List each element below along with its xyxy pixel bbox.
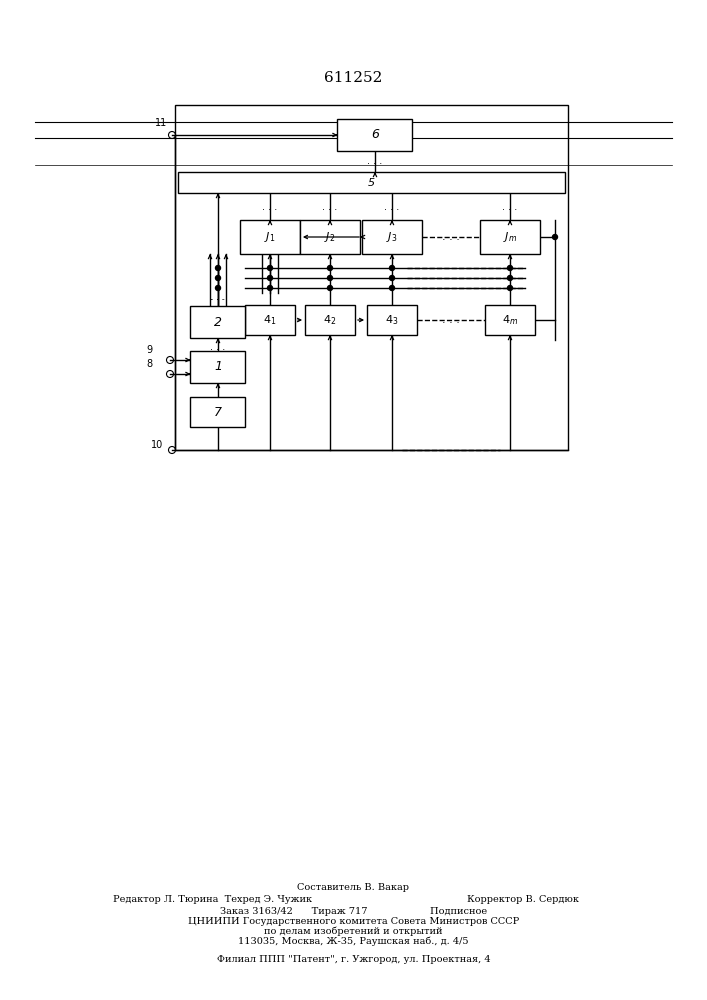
Circle shape	[327, 265, 332, 270]
Text: $\mathit{J}_m$: $\mathit{J}_m$	[503, 230, 517, 244]
Text: Редактор Л. Тюрина  Техред Э. Чужик: Редактор Л. Тюрина Техред Э. Чужик	[112, 894, 312, 904]
Circle shape	[327, 286, 332, 290]
Text: . . .: . . .	[503, 202, 518, 212]
Text: $\mathit{4}_3$: $\mathit{4}_3$	[385, 313, 399, 327]
Text: 1: 1	[214, 360, 222, 373]
Text: . . .: . . .	[442, 232, 460, 242]
Text: Филиал ППП "Патент", г. Ужгород, ул. Проектная, 4: Филиал ППП "Патент", г. Ужгород, ул. Про…	[216, 954, 491, 964]
Text: 7: 7	[214, 406, 222, 418]
Text: $\mathit{J}_2$: $\mathit{J}_2$	[325, 230, 336, 244]
Text: $\mathit{J}_1$: $\mathit{J}_1$	[264, 230, 276, 244]
Text: . . .: . . .	[368, 156, 382, 166]
Text: . . .: . . .	[211, 342, 226, 352]
Text: 8: 8	[147, 359, 153, 369]
Circle shape	[216, 265, 221, 270]
Text: . . .: . . .	[211, 292, 225, 302]
Bar	[300, 220, 360, 254]
Bar	[175, 105, 568, 450]
Circle shape	[508, 286, 513, 290]
Text: 5: 5	[368, 178, 375, 188]
Circle shape	[267, 265, 272, 270]
Bar	[190, 351, 245, 383]
Circle shape	[216, 286, 221, 290]
Circle shape	[508, 275, 513, 280]
Text: . . .: . . .	[211, 292, 226, 302]
Circle shape	[390, 286, 395, 290]
Bar	[240, 220, 300, 254]
Bar	[190, 397, 245, 427]
Circle shape	[390, 275, 395, 280]
Text: по делам изобретений и открытий: по делам изобретений и открытий	[264, 926, 443, 936]
Text: Составитель В. Вакар: Составитель В. Вакар	[298, 884, 409, 892]
Text: $\mathit{4}_m$: $\mathit{4}_m$	[502, 313, 518, 327]
Bar	[485, 305, 535, 335]
Text: 611252: 611252	[324, 71, 382, 85]
Text: $\mathit{4}_1$: $\mathit{4}_1$	[263, 313, 276, 327]
Text: 113035, Москва, Ж-35, Раушская наб., д. 4/5: 113035, Москва, Ж-35, Раушская наб., д. …	[238, 936, 469, 946]
Bar	[245, 305, 295, 335]
Text: 11: 11	[155, 118, 167, 128]
Circle shape	[552, 234, 558, 239]
Circle shape	[216, 275, 221, 280]
Bar	[367, 305, 417, 335]
Circle shape	[267, 275, 272, 280]
Circle shape	[508, 265, 513, 270]
Bar	[480, 220, 540, 254]
Text: 10: 10	[151, 440, 163, 450]
Text: Заказ 3163/42      Тираж 717                    Подписное: Заказ 3163/42 Тираж 717 Подписное	[220, 906, 487, 916]
Circle shape	[390, 265, 395, 270]
Text: Корректор В. Сердюк: Корректор В. Сердюк	[467, 894, 579, 904]
Text: . . .: . . .	[322, 202, 338, 212]
Bar	[178, 172, 565, 193]
Circle shape	[267, 286, 272, 290]
Circle shape	[327, 275, 332, 280]
Text: $\mathit{4}_2$: $\mathit{4}_2$	[323, 313, 337, 327]
Text: $\mathit{J}_3$: $\mathit{J}_3$	[386, 230, 397, 244]
Text: . . .: . . .	[262, 202, 278, 212]
Text: 9: 9	[147, 345, 153, 355]
Text: 2: 2	[214, 316, 222, 328]
Bar	[362, 220, 422, 254]
Bar	[305, 305, 355, 335]
Text: . . .: . . .	[442, 315, 460, 325]
Bar	[190, 306, 245, 338]
Bar	[337, 119, 412, 151]
Text: 6: 6	[371, 128, 379, 141]
Text: . . .: . . .	[385, 202, 399, 212]
Text: ЦНИИПИ Государственного комитета Совета Министров СССР: ЦНИИПИ Государственного комитета Совета …	[188, 916, 519, 926]
